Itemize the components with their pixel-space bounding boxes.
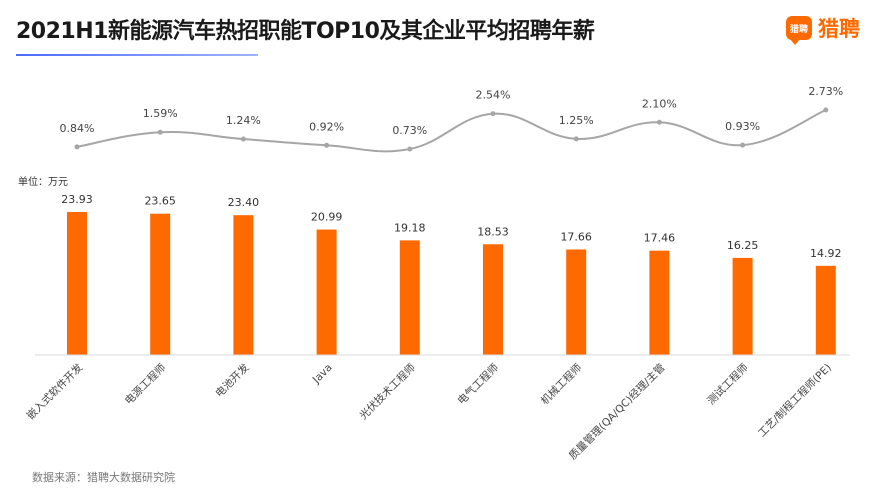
line-value-label-9: 2.73% [808, 85, 843, 98]
category-label-8: 测试工程师 [704, 361, 750, 407]
category-label-6: 机械工程师 [538, 361, 584, 407]
category-label-3: Java [310, 362, 335, 387]
line-value-label-6: 1.25% [559, 114, 594, 127]
bar-9 [815, 265, 836, 355]
line-point-6 [573, 136, 579, 142]
bar-3 [316, 229, 337, 355]
bar-2 [233, 215, 254, 355]
line-point-8 [740, 142, 746, 148]
line-value-label-7: 2.10% [642, 97, 677, 110]
logo-text: 猎聘 [818, 17, 860, 41]
bar-value-label-7: 17.46 [644, 232, 676, 245]
bar-4 [399, 240, 420, 355]
line-point-2 [240, 136, 246, 142]
category-label-4: 光伏技术工程师 [357, 361, 418, 422]
line-value-label-1: 1.59% [143, 107, 178, 120]
bar-8 [732, 257, 753, 355]
source-note: 数据来源：猎聘大数据研究院 [32, 471, 175, 484]
bar-0 [67, 212, 87, 355]
category-label-5: 电气工程师 [455, 361, 501, 407]
category-label-0: 嵌入式软件开发 [24, 361, 86, 423]
bar-value-label-4: 19.18 [394, 221, 426, 234]
page-title: 2021H1新能源汽车热招职能TOP10及其企业平均招聘年薪 [16, 19, 595, 44]
category-label-2: 电池开发 [213, 361, 252, 400]
category-label-7: 质量管理(QA/QC)经理/主管 [566, 361, 667, 462]
line-point-3 [324, 142, 330, 148]
line-value-label-4: 0.73% [392, 124, 427, 137]
bar-value-label-2: 23.40 [228, 196, 260, 209]
line-value-label-3: 0.92% [309, 120, 344, 133]
category-label-9: 工艺/制程工程师(PE) [755, 361, 834, 440]
line-point-0 [74, 144, 80, 150]
bar-5 [483, 244, 503, 355]
line-point-7 [656, 119, 662, 125]
bar-6 [566, 249, 587, 355]
bar-value-label-9: 14.92 [810, 247, 842, 260]
brand-logo: 猎聘 猎聘 [786, 14, 860, 45]
line-value-label-0: 0.84% [60, 122, 95, 135]
unit-label: 单位：万元 [18, 177, 68, 188]
line-point-4 [407, 146, 413, 152]
bar-value-label-6: 17.66 [560, 230, 592, 243]
bar-value-label-3: 20.99 [311, 211, 343, 224]
line-value-label-5: 2.54% [476, 89, 511, 102]
category-label-1: 电源工程师 [122, 361, 168, 407]
line-series [76, 109, 827, 153]
bar-value-label-0: 23.93 [61, 193, 93, 206]
line-point-9 [823, 107, 829, 113]
title-underline [16, 54, 258, 56]
line-point-1 [157, 129, 163, 135]
bar-7 [649, 250, 670, 355]
bar-value-label-8: 16.25 [727, 239, 759, 252]
bar-value-label-1: 23.65 [144, 195, 176, 208]
line-point-5 [490, 111, 496, 117]
line-value-label-2: 1.24% [226, 114, 261, 127]
bar-1 [150, 213, 171, 355]
line-value-label-8: 0.93% [725, 120, 760, 133]
bar-value-label-5: 18.53 [477, 225, 509, 238]
liepin-logo-icon: 猎聘 [786, 16, 812, 45]
